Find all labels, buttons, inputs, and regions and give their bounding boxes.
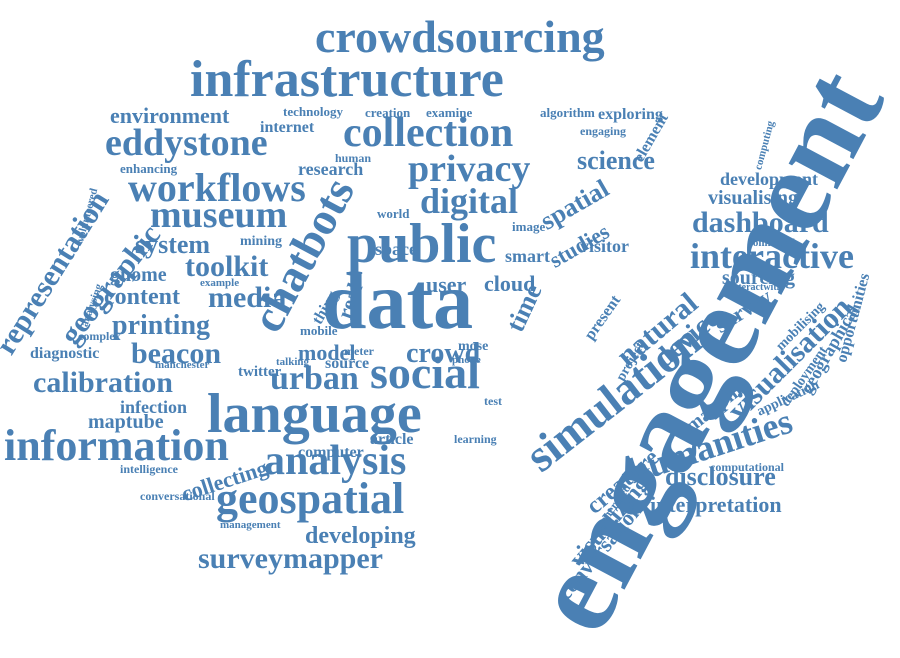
word-infrastructure: infrastructure xyxy=(190,51,504,108)
word-diagnostic: diagnostic xyxy=(30,345,100,362)
word-twitter: twitter xyxy=(238,364,282,380)
word-smart: smart xyxy=(505,246,550,266)
word-conversational: conversational xyxy=(140,489,215,503)
word-geospatial: geospatial xyxy=(216,474,405,523)
word-space: space xyxy=(375,239,417,259)
word-connected: connected xyxy=(748,237,796,249)
word-visitor: visitor xyxy=(580,236,629,256)
word-public: public xyxy=(347,213,497,275)
word-computer: computer xyxy=(298,444,364,461)
word-media: media xyxy=(208,281,287,314)
word-engaging: engaging xyxy=(580,124,627,138)
word-test: test xyxy=(484,394,502,408)
word-calibration: calibration xyxy=(33,366,173,399)
word-interactive: interactive xyxy=(690,236,854,276)
word-museum: museum xyxy=(150,194,288,236)
word-urban: urban xyxy=(270,360,359,397)
word-model: model xyxy=(298,340,356,365)
word-data: data xyxy=(322,258,474,346)
word-sourcing: sourcing xyxy=(722,267,795,289)
word-disclosure: disclosure xyxy=(665,462,776,491)
word-privacy: privacy xyxy=(408,148,531,190)
word-user: user xyxy=(426,272,467,297)
word-management: management xyxy=(220,519,281,531)
word-enhancing: enhancing xyxy=(120,161,178,176)
word-maptube: maptube xyxy=(88,411,164,433)
word-toolkit: toolkit xyxy=(185,250,269,283)
word-mose: mose xyxy=(458,339,489,354)
word-content: content xyxy=(104,284,180,310)
word-language: language xyxy=(207,383,422,445)
word-dashboard: dashboard xyxy=(692,206,829,239)
word-digital: digital xyxy=(420,181,519,221)
word-visualising: visualising xyxy=(708,187,799,209)
word-surveymapper: surveymapper xyxy=(198,542,383,575)
word-learning: learning xyxy=(454,432,497,446)
word-collection: collection xyxy=(343,110,514,156)
word-example: example xyxy=(200,277,240,289)
word-source: source xyxy=(325,355,370,372)
word-manchester: manchester xyxy=(155,359,210,371)
word-cloud: cloud xyxy=(484,271,536,296)
word-infection: infection xyxy=(120,397,187,417)
word-developing: developing xyxy=(305,523,416,549)
word-present: present xyxy=(581,292,625,344)
word-exploring: exploring xyxy=(598,106,663,123)
word-system: system xyxy=(135,230,211,259)
word-mobile: mobile xyxy=(300,323,338,338)
word-internet: internet xyxy=(260,119,315,136)
word-interactwith: interactwith xyxy=(730,282,783,293)
word-human: human xyxy=(335,151,372,165)
word-creation: creation xyxy=(365,105,411,120)
word-intelligence: intelligence xyxy=(120,462,178,476)
word-printing: printing xyxy=(112,310,211,341)
word-environment: environment xyxy=(110,103,230,128)
word-world: world xyxy=(377,206,410,221)
word-information: information xyxy=(4,421,229,470)
word-interpretation: interpretation xyxy=(650,492,782,517)
word-crowdsourcing: crowdsourcing xyxy=(315,11,605,62)
word-technology: technology xyxy=(283,104,343,119)
word-workflows: workflows xyxy=(128,165,306,210)
word-computational: computational xyxy=(710,460,785,474)
word-talking: talking xyxy=(276,356,310,368)
word-science: science xyxy=(577,146,655,175)
word-social: social xyxy=(370,347,480,398)
word-gnome: gnome xyxy=(110,264,167,286)
word-beacon: beacon xyxy=(131,337,221,370)
word-eddystone: eddystone xyxy=(105,122,268,164)
word-analysis: analysis xyxy=(264,438,407,484)
word-mining: mining xyxy=(240,234,283,249)
word-crowd: crowd xyxy=(406,338,481,369)
word-complex: complex xyxy=(78,329,121,343)
word-meter: meter xyxy=(344,344,374,358)
word-research: research xyxy=(298,159,364,179)
word-image: image xyxy=(512,219,546,234)
word-phone: phone xyxy=(452,354,481,366)
word-examine: examine xyxy=(426,105,473,120)
word-development: development xyxy=(720,169,818,189)
word-article: article xyxy=(370,431,414,448)
word-algorithm: algorithm xyxy=(540,105,595,120)
